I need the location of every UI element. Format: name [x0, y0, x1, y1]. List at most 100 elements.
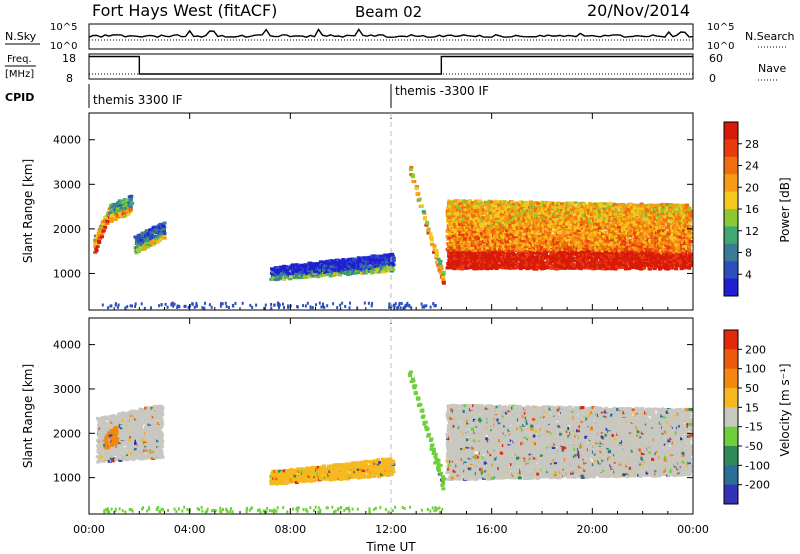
range-gate-cell	[551, 238, 556, 242]
range-gate-cell	[566, 216, 571, 220]
ground-scatter-cell	[398, 303, 401, 307]
range-gate-cell	[687, 247, 691, 250]
ground-scatter-cell	[234, 301, 237, 305]
range-gate-cell	[343, 270, 348, 274]
range-gate-cell	[481, 248, 485, 252]
range-gate-cell	[638, 251, 642, 255]
range-gate-cell	[489, 230, 494, 234]
range-gate-cell	[587, 266, 592, 270]
range-gate-cell	[631, 240, 636, 244]
range-gate-cell	[462, 201, 467, 205]
range-gate-cell	[613, 203, 618, 207]
range-gate-cell	[353, 267, 358, 271]
range-gate-cell	[129, 194, 134, 198]
range-gate-cell	[517, 243, 522, 247]
power-y-label: Slant Range [km]	[21, 159, 35, 263]
range-gate-cell	[373, 260, 378, 264]
range-gate-cell	[614, 210, 619, 214]
range-gate-cell	[426, 227, 431, 231]
ground-scatter-cell	[433, 304, 436, 308]
ground-scatter-cell	[277, 303, 279, 306]
range-gate-cell	[523, 249, 528, 253]
range-gate-cell	[323, 270, 328, 274]
range-gate-cell	[429, 238, 434, 242]
range-gate-cell	[273, 268, 278, 272]
range-gate-cell	[547, 208, 552, 212]
range-gate-cell	[661, 222, 666, 226]
range-gate-cell	[96, 433, 101, 437]
range-gate-cell	[391, 256, 396, 260]
ground-scatter-cell	[394, 302, 397, 306]
range-gate-cell	[676, 264, 681, 268]
range-gate-cell	[531, 251, 536, 255]
range-gate-cell	[474, 267, 479, 271]
range-gate-cell	[604, 214, 609, 218]
range-gate-cell	[610, 238, 615, 242]
range-gate-cell	[432, 244, 437, 248]
range-gate-cell	[610, 216, 615, 220]
range-gate-cell	[649, 213, 654, 217]
range-gate-cell	[97, 239, 102, 243]
range-gate-cell	[505, 254, 510, 258]
range-gate-cell	[529, 264, 534, 268]
range-gate-cell	[636, 249, 641, 253]
range-gate-cell	[282, 264, 287, 268]
range-gate-cell	[662, 241, 667, 244]
range-gate-cell	[678, 218, 683, 222]
range-gate-cell	[556, 224, 561, 228]
range-gate-cell	[124, 199, 129, 203]
range-gate-cell	[581, 236, 586, 240]
range-gate-cell	[465, 266, 470, 270]
range-gate-cell	[476, 216, 481, 220]
ground-scatter-cell	[282, 302, 284, 306]
range-gate-cell	[614, 209, 619, 213]
range-gate-cell	[495, 216, 500, 220]
ground-scatter-cell	[270, 306, 273, 310]
range-gate-cell	[633, 252, 638, 256]
range-gate-cell	[341, 261, 346, 265]
range-gate-cell	[586, 208, 591, 212]
range-gate-cell	[535, 266, 540, 270]
range-gate-cell	[447, 211, 452, 215]
range-gate-cell	[482, 203, 487, 206]
range-gate-cell	[453, 266, 458, 270]
range-gate-cell	[688, 225, 693, 229]
range-gate-cell	[480, 259, 485, 263]
range-gate-cell	[537, 262, 542, 266]
range-gate-cell	[571, 266, 576, 270]
range-gate-cell	[101, 228, 106, 232]
range-gate-cell	[636, 205, 641, 209]
range-gate-cell	[513, 219, 518, 223]
range-gate-cell	[153, 227, 158, 231]
range-gate-cell	[512, 215, 517, 219]
range-gate-cell	[282, 267, 287, 271]
range-gate-cell	[673, 210, 678, 214]
range-gate-cell	[140, 242, 145, 246]
range-gate-cell	[627, 213, 632, 217]
range-gate-cell	[363, 267, 368, 271]
range-gate-cell	[278, 276, 283, 280]
range-gate-cell	[496, 232, 501, 236]
range-gate-cell	[592, 252, 597, 256]
range-gate-cell	[364, 259, 369, 263]
range-gate-cell	[473, 243, 478, 247]
range-gate-cell	[682, 229, 687, 233]
noise-right-tick-bottom: 10^0	[707, 41, 734, 52]
range-gate-cell	[554, 253, 559, 257]
range-gate-cell	[643, 248, 648, 252]
range-gate-cell	[385, 269, 390, 273]
range-gate-cell	[674, 203, 679, 207]
range-gate-cell	[640, 237, 645, 240]
range-gate-cell	[493, 238, 498, 242]
range-gate-cell	[554, 210, 558, 214]
range-gate-cell	[563, 234, 568, 238]
range-gate-cell	[559, 211, 564, 215]
ground-scatter-cell	[371, 302, 374, 305]
range-gate-cell	[367, 265, 372, 269]
range-gate-cell	[650, 211, 654, 215]
ground-scatter-cell	[349, 301, 351, 305]
range-gate-cell	[678, 226, 683, 230]
range-gate-cell	[316, 263, 321, 267]
range-gate-cell	[476, 245, 481, 249]
